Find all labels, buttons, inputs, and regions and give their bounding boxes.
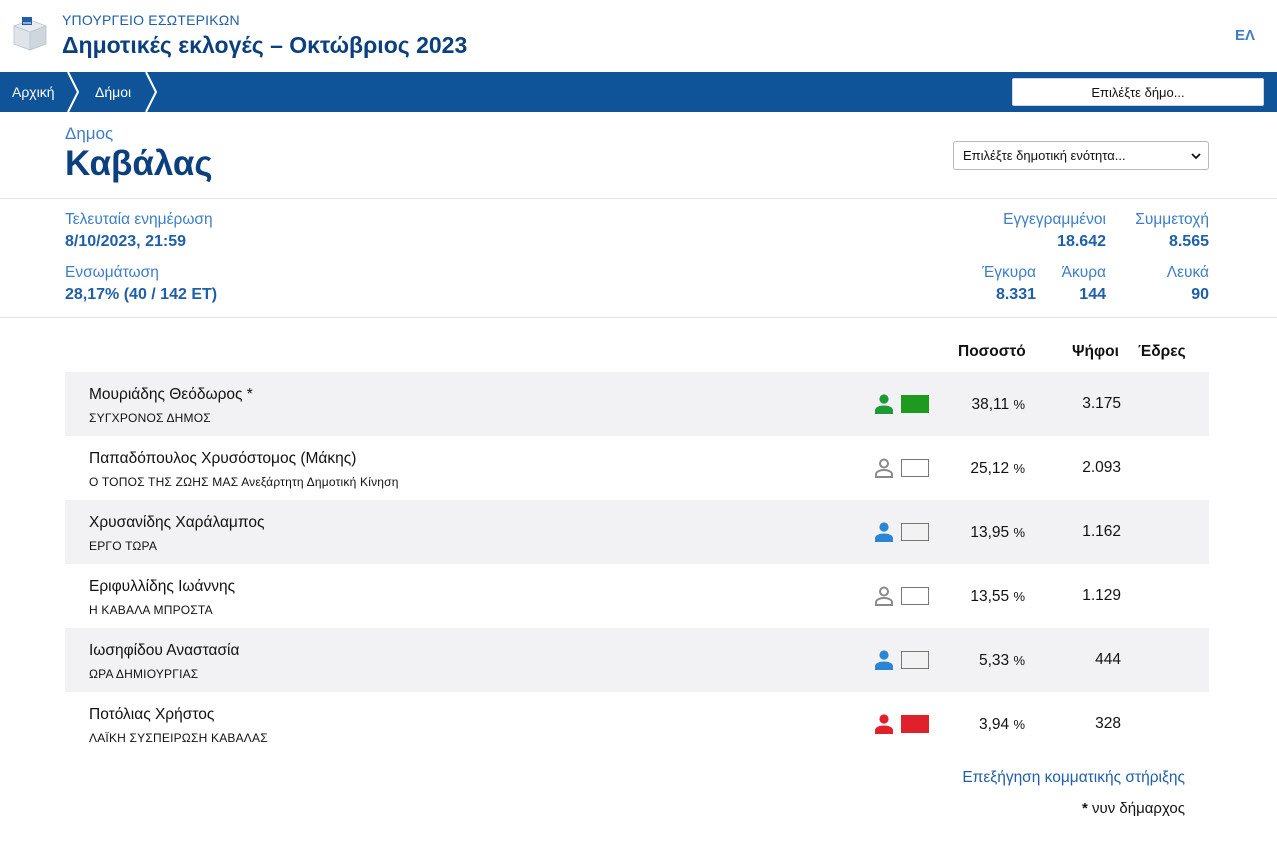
person-icon	[875, 522, 893, 542]
vote-percent: 3,94 %	[945, 716, 1025, 734]
divider	[0, 198, 1277, 199]
person-icon	[875, 458, 893, 478]
candidate-name: Ποτόλιας Χρήστος	[89, 706, 215, 723]
candidate-name: Χρυσανίδης Χαράλαμπος	[89, 514, 265, 531]
language-switch[interactable]: ΕΛ	[1234, 27, 1255, 44]
blank-label: Λευκά	[1166, 264, 1209, 281]
chevron-right-icon	[145, 72, 158, 112]
valid-value: 8.331	[995, 286, 1036, 303]
table-row[interactable]: Παπαδόπουλος Χρυσόστομος (Μάκης) Ο ΤΟΠΟΣ …	[65, 436, 1209, 500]
vote-percent-value: 38,11	[971, 396, 1010, 413]
column-header-seats: Έδρες	[1138, 343, 1186, 360]
vote-count: 2.093	[1082, 459, 1121, 476]
vote-percent-value: 5,33	[978, 652, 1010, 669]
party-color-swatch	[901, 459, 929, 477]
column-header-percent: Ποσοστό	[958, 343, 1026, 360]
vote-percent: 13,95 %	[945, 524, 1025, 542]
person-icon	[875, 650, 893, 670]
integration-value: 28,17% (40 / 142 ΕΤ)	[65, 286, 218, 303]
table-row[interactable]: Μουριάδης Θεόδωρος * ΣΥΓΧΡΟΝΟΣ ΔΗΜΟΣ 38,11…	[65, 372, 1209, 436]
ministry-name: ΥΠΟΥΡΓΕΙΟ ΕΣΩΤΕΡΙΚΩΝ	[62, 12, 240, 28]
table-row[interactable]: Ιωσηφίδου Αναστασία ΩΡΑ ΔΗΜΙΟΥΡΓΙΑΣ 5,33 %…	[65, 628, 1209, 692]
last-update-label: Τελευταία ενημέρωση	[65, 211, 213, 228]
vote-count: 1.162	[1082, 523, 1121, 540]
party-color-swatch	[901, 651, 929, 669]
candidate-name: Ιωσηφίδου Αναστασία	[89, 642, 240, 659]
percent-sign: %	[1013, 397, 1025, 412]
chevron-right-icon	[67, 72, 80, 112]
candidate-name: Παπαδόπουλος Χρυσόστομος (Μάκης)	[89, 450, 357, 467]
percent-sign: %	[1013, 589, 1025, 604]
vote-percent-value: 3,94	[978, 716, 1010, 733]
vote-percent: 13,55 %	[945, 588, 1025, 606]
vote-percent-value: 13,55	[970, 588, 1010, 605]
divider	[0, 317, 1277, 318]
person-icon	[875, 394, 893, 414]
incumbent-footnote: * νυν δήμαρχος	[1082, 800, 1185, 817]
municipality-name: Καβάλας	[65, 144, 213, 183]
person-icon	[875, 586, 893, 606]
vote-count: 1.129	[1082, 587, 1121, 604]
person-icon	[875, 714, 893, 734]
footnote-star: *	[1082, 800, 1088, 817]
candidate-party: ΩΡΑ ΔΗΜΙΟΥΡΓΙΑΣ	[89, 667, 199, 681]
footnote-text: νυν δήμαρχος	[1087, 800, 1185, 817]
percent-sign: %	[1013, 525, 1025, 540]
valid-label: Έγκυρα	[982, 264, 1036, 281]
turnout-value: 8.565	[1168, 233, 1209, 250]
vote-percent: 5,33 %	[945, 652, 1025, 670]
percent-sign: %	[1013, 717, 1025, 732]
vote-percent-value: 13,95	[970, 524, 1010, 541]
party-support-explanation-link[interactable]: Επεξήγηση κομματικής στήριξης	[962, 769, 1185, 786]
municipal-unit-select-value: Επιλέξτε δημοτική ενότητα...	[963, 148, 1126, 163]
vote-percent-value: 25,12	[970, 460, 1010, 477]
percent-sign: %	[1013, 461, 1025, 476]
integration-label: Ενσωμάτωση	[65, 264, 159, 281]
candidate-party: ΕΡΓΟ ΤΩΡΑ	[89, 539, 158, 553]
party-color-swatch	[901, 395, 929, 413]
candidate-party: Η ΚΑΒΑΛΑ ΜΠΡΟΣΤΑ	[89, 603, 213, 617]
vote-count: 444	[1095, 651, 1121, 668]
candidate-name: Μουριάδης Θεόδωρος *	[89, 386, 253, 403]
table-row[interactable]: Χρυσανίδης Χαράλαμπος ΕΡΓΟ ΤΩΡΑ 13,95 % 1.1…	[65, 500, 1209, 564]
municipal-unit-select[interactable]: Επιλέξτε δημοτική ενότητα...	[953, 141, 1209, 170]
municipality-label: Δημος	[65, 124, 114, 143]
party-color-swatch	[901, 587, 929, 605]
party-color-swatch	[901, 523, 929, 541]
site-title[interactable]: Δημοτικές εκλογές – Οκτώβριος 2023	[62, 32, 468, 58]
breadcrumb-home[interactable]: Αρχική	[12, 84, 55, 100]
breadcrumb-municipalities[interactable]: Δήμοι	[95, 84, 132, 100]
vote-count: 328	[1095, 715, 1121, 732]
blank-value: 90	[1191, 286, 1209, 303]
invalid-label: Άκυρα	[1061, 264, 1106, 281]
vote-count: 3.175	[1082, 395, 1121, 412]
ballot-box-icon[interactable]	[12, 16, 48, 52]
turnout-label: Συμμετοχή	[1135, 211, 1209, 228]
invalid-value: 144	[1079, 286, 1106, 303]
site-header: ΥΠΟΥΡΓΕΙΟ ΕΣΩΤΕΡΙΚΩΝ Δημοτικές εκλογές –…	[0, 0, 1277, 72]
column-header-votes: Ψήφοι	[1072, 343, 1119, 360]
registered-label: Εγγεγραμμένοι	[1003, 211, 1106, 228]
chevron-down-icon	[1191, 153, 1201, 160]
table-row[interactable]: Ποτόλιας Χρήστος ΛΑΪΚΗ ΣΥΣΠΕΙΡΩΣΗ ΚΑΒΑΛΑΣ…	[65, 692, 1209, 756]
registered-value: 18.642	[1057, 233, 1106, 250]
vote-percent: 38,11 %	[945, 396, 1025, 414]
last-update-value: 8/10/2023, 21:59	[65, 233, 186, 250]
party-color-swatch	[901, 715, 929, 733]
candidate-party: ΛΑΪΚΗ ΣΥΣΠΕΙΡΩΣΗ ΚΑΒΑΛΑΣ	[89, 731, 268, 745]
municipality-picker-button[interactable]: Επιλέξτε δήμο...	[1012, 78, 1264, 106]
candidate-name: Εριφυλλίδης Ιωάννης	[89, 578, 236, 595]
candidate-party: Ο ΤΟΠΟΣ ΤΗΣ ΖΩΗΣ ΜΑΣ Ανεξάρτητη Δημοτική…	[89, 475, 399, 489]
vote-percent: 25,12 %	[945, 460, 1025, 478]
percent-sign: %	[1013, 653, 1025, 668]
table-row[interactable]: Εριφυλλίδης Ιωάννης Η ΚΑΒΑΛΑ ΜΠΡΟΣΤΑ 13,55…	[65, 564, 1209, 628]
candidate-party: ΣΥΓΧΡΟΝΟΣ ΔΗΜΟΣ	[89, 411, 211, 425]
